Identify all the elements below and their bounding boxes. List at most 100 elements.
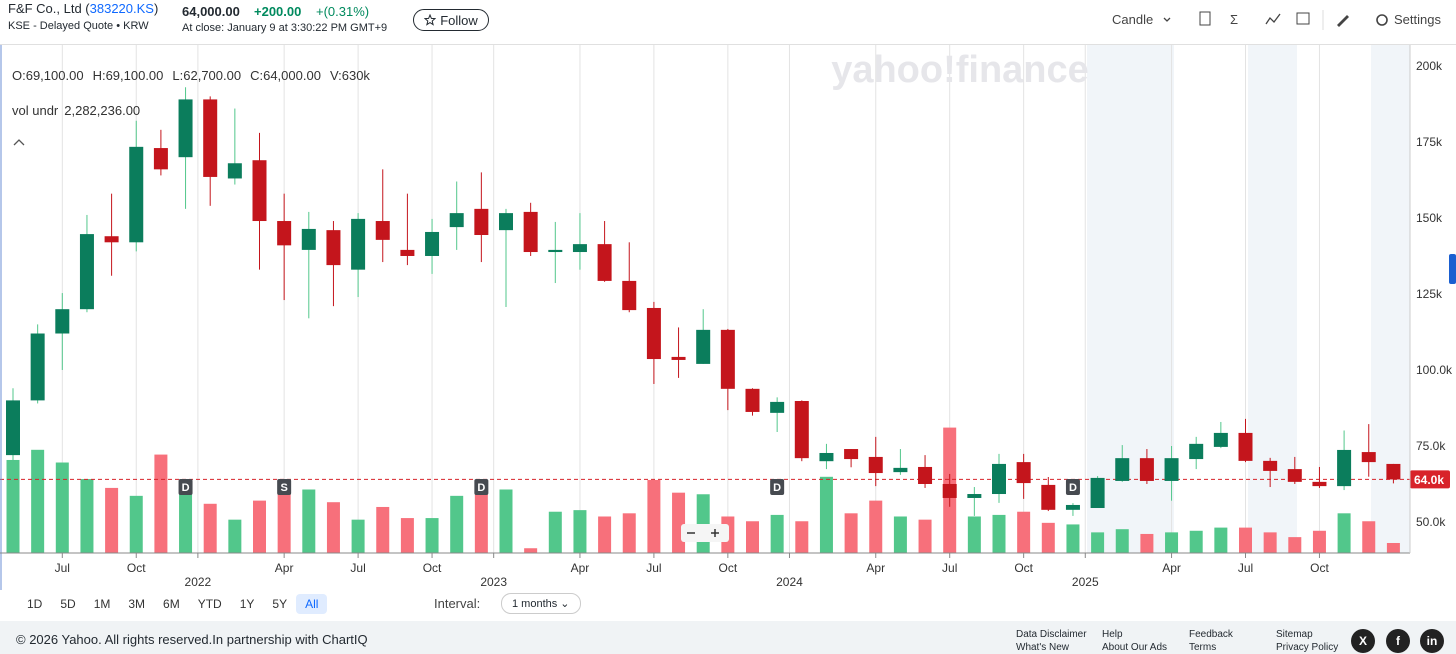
candle-body (449, 213, 464, 228)
chevron[interactable] (1163, 17, 1171, 22)
event-marker[interactable] (474, 479, 489, 495)
volume-bar (1115, 529, 1129, 553)
candle-body (942, 483, 957, 498)
range-button[interactable]: 1M (93, 597, 111, 611)
ohlc-value: O:69,100.00 (12, 68, 84, 83)
collapse-icon[interactable] (13, 139, 25, 146)
footer-link[interactable]: Data Disclaimer (1016, 629, 1087, 640)
candle-body (868, 456, 883, 474)
candle-body (1164, 458, 1179, 481)
volume-bar (499, 489, 513, 553)
candle-body (400, 249, 415, 256)
candle-body (671, 356, 686, 360)
footer-link[interactable]: Help (1102, 629, 1123, 640)
y-tick-label: 200k (1416, 59, 1443, 73)
x-tick-label: 2024 (776, 575, 803, 589)
volume-bar (179, 479, 193, 553)
interval-select[interactable]: 1 months ⌄ (501, 593, 581, 614)
icon-draw[interactable] (1265, 13, 1281, 25)
event-label: D (773, 482, 781, 494)
candle-body (326, 230, 341, 266)
icon-calendar[interactable] (1296, 12, 1310, 25)
volume-bar (154, 454, 168, 553)
candle-body (572, 244, 587, 253)
volume-bar (1386, 542, 1400, 553)
event-marker[interactable] (178, 479, 193, 495)
volume-bar (1017, 511, 1031, 553)
icon-sigma[interactable]: Σ (1230, 12, 1238, 27)
range-button[interactable]: 6M (163, 597, 180, 611)
candle-body (375, 221, 390, 240)
interval-value: 1 months (512, 598, 558, 610)
side-tab[interactable] (1449, 254, 1456, 284)
candle-body (548, 249, 563, 253)
footer-link[interactable]: What's New (1016, 642, 1070, 653)
range-button[interactable]: 1D (27, 597, 43, 611)
range-button[interactable]: 5D (60, 597, 76, 611)
chart-type[interactable]: Candle (1112, 12, 1154, 27)
x-tick-label: 2023 (480, 575, 507, 589)
footer-link[interactable]: Feedback (1189, 629, 1233, 640)
candle-body (129, 146, 144, 243)
footer-link[interactable]: Terms (1189, 642, 1217, 653)
event-marker[interactable] (1065, 479, 1080, 495)
range-buttons: 1D 5D 1M 3M 6M YTD 1Y 5Y All (18, 594, 328, 614)
volume-bar (31, 449, 45, 553)
volume-bar (1263, 532, 1277, 553)
x-tick-label: Oct (423, 561, 442, 575)
social-linkedin[interactable]: in (1420, 629, 1444, 653)
volume-bar (326, 502, 340, 553)
x-tick-label: Oct (719, 561, 738, 575)
indicator-name: vol undr (12, 103, 59, 118)
volume-bar (1041, 522, 1055, 553)
last-price-box (1410, 470, 1450, 489)
range-button[interactable]: YTD (197, 597, 222, 611)
candle-body (794, 400, 809, 459)
volume-bar (351, 519, 365, 553)
footer-link[interactable]: Privacy Policy (1276, 642, 1339, 653)
volume-bar (696, 494, 710, 553)
footer-link[interactable]: Sitemap (1276, 629, 1313, 640)
zoom-control[interactable] (681, 524, 729, 542)
volume-bar (474, 489, 488, 553)
volume-bar (1165, 532, 1179, 553)
candle-body (1337, 449, 1352, 487)
event-label: D (1069, 482, 1077, 494)
volume-bar (277, 492, 291, 553)
icon-pencil[interactable] (1337, 15, 1349, 27)
candle-body (1263, 460, 1278, 471)
volume-bar (548, 511, 562, 553)
range-button[interactable]: 1Y (239, 597, 255, 611)
icon-gear[interactable] (1376, 14, 1388, 26)
candle-body (1287, 469, 1302, 482)
x-tick-label: Oct (127, 561, 146, 575)
settings[interactable]: Settings (1394, 12, 1441, 27)
y-tick-label: 175k (1416, 135, 1443, 149)
event-marker[interactable] (277, 479, 292, 495)
candle-body (79, 234, 94, 310)
candle-body (696, 329, 711, 364)
close-time: At close: January 9 at 3:30:22 PM GMT+9 (182, 22, 388, 34)
ticker[interactable]: 383220.KS (89, 1, 154, 16)
range-button[interactable]: 3M (128, 597, 146, 611)
ohlc-value: H:69,100.00 (92, 68, 164, 83)
icon-compare[interactable] (1199, 11, 1211, 26)
candle-body (523, 211, 538, 253)
x-tick-label: Jul (55, 561, 70, 575)
volume-bar (1140, 533, 1154, 553)
social-facebook[interactable]: f (1386, 629, 1410, 653)
y-tick-label: 100.0k (1416, 363, 1453, 377)
social-x[interactable]: X (1351, 629, 1375, 653)
candle-body (277, 221, 292, 246)
ohlc-value: C:64,000.00 (250, 68, 321, 83)
volume-bar (992, 514, 1006, 553)
range-button[interactable]: All (296, 594, 328, 614)
event-marker[interactable] (770, 479, 785, 495)
candle-body (844, 449, 859, 460)
footer-link[interactable]: About Our Ads (1102, 642, 1168, 653)
volume-bar (869, 500, 883, 553)
follow-button[interactable]: Follow (413, 9, 489, 31)
range-button[interactable]: 5Y (272, 597, 288, 611)
candle-body (1312, 481, 1327, 487)
volume-bar (6, 459, 20, 553)
